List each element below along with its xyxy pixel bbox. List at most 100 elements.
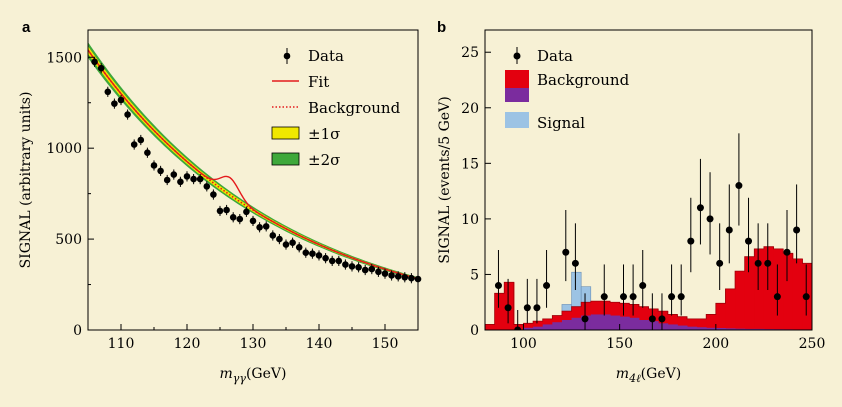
purple-bar [610,315,621,330]
x-axis-label: m4ℓ(GeV) [616,366,681,385]
background-bar [533,321,544,330]
data-point [111,100,118,107]
background-bar [696,318,707,330]
background-bar [783,253,794,330]
purple-bar [696,327,707,330]
x-axis-label-sub: γγ [233,372,247,385]
data-point [210,191,217,198]
purple-bar [552,322,563,330]
data-point [243,208,250,216]
background-bar [523,323,534,330]
data-point [124,111,131,118]
data-point [256,223,263,231]
legend-label: ±2σ [308,151,340,169]
background-bar [638,306,649,330]
purple-bar [581,315,592,330]
x-tick-label: 120 [174,336,201,352]
purple-bar [715,328,726,330]
legend-label: Background [537,71,630,89]
legend-label: Signal [537,114,585,132]
data-point [408,274,415,282]
data-point [619,293,627,301]
data-point [706,215,714,223]
legend-signal-swatch [505,112,529,128]
data-point [190,175,197,183]
purple-bar [571,317,582,330]
purple-bar [638,320,649,330]
y-tick-label: 0 [470,323,479,339]
data-point [348,263,356,270]
purple-bar [629,317,640,330]
data-point [802,293,810,301]
x-tick-label: 110 [108,336,135,352]
data-point [315,252,323,259]
signal-bar [580,286,592,303]
data-point [735,182,743,190]
data-point [137,136,145,144]
data-point [163,176,171,184]
background-bar [686,318,698,330]
x-tick-label: 140 [306,336,333,352]
background-bar [773,248,784,330]
background-outline [485,246,812,330]
data-point [514,326,522,330]
background-curve [87,49,419,280]
panel-label-a: a [22,19,31,36]
data-point [773,293,781,301]
x-axis-label-sub: 4ℓ [628,372,641,385]
data-point [144,149,151,157]
data-point [368,265,376,273]
data-point [335,257,343,265]
data-point [783,248,791,256]
data-point [562,248,570,256]
data-point [104,88,112,96]
data-point [196,175,204,183]
data-point [629,293,637,301]
x-tick-label: 150 [372,336,399,352]
data-point [130,141,138,148]
data-point [157,167,164,175]
data-point [170,171,178,178]
data-point [793,226,801,234]
data-point [282,241,290,248]
background-bar [667,314,678,330]
y-tick-label: 1000 [46,141,82,157]
legend-purple-swatch [505,88,529,102]
data-point [523,304,531,312]
purple-bar [619,316,630,330]
purple-bar [706,327,717,330]
x-axis-label: mγγ(GeV) [220,366,287,385]
legend-a: Data Fit Background ±1σ ±2σ [271,47,401,169]
data-point [183,173,191,180]
plot-frame-b [484,29,813,331]
background-bar [792,258,803,330]
y-tick-label: 5 [470,267,479,283]
data-point [309,250,316,257]
data-point [302,249,310,257]
x-axis-label-var: m [220,366,233,382]
data-point [203,183,211,190]
purple-bar [533,326,544,330]
data-point [150,162,158,169]
background-bar [754,248,765,330]
data-point [223,206,230,214]
x-axis-label-unit: (GeV) [246,366,287,382]
data-point [648,315,656,323]
background-bar [629,304,640,330]
data-point [388,272,395,279]
histogram [485,133,812,330]
legend-label: Fit [308,73,329,91]
x-tick-label: 100 [510,336,537,352]
band-1sigma [88,46,418,280]
data-point [504,304,512,312]
data-point [543,282,551,290]
data-point [754,259,762,267]
data-point [216,207,224,215]
purple-bar [725,328,736,330]
plot-frame-a [87,29,419,331]
purple-bar [754,328,765,330]
purple-bar [735,328,746,330]
data-point [269,232,277,239]
data-point [658,315,666,323]
x-tick-label: 250 [799,336,826,352]
